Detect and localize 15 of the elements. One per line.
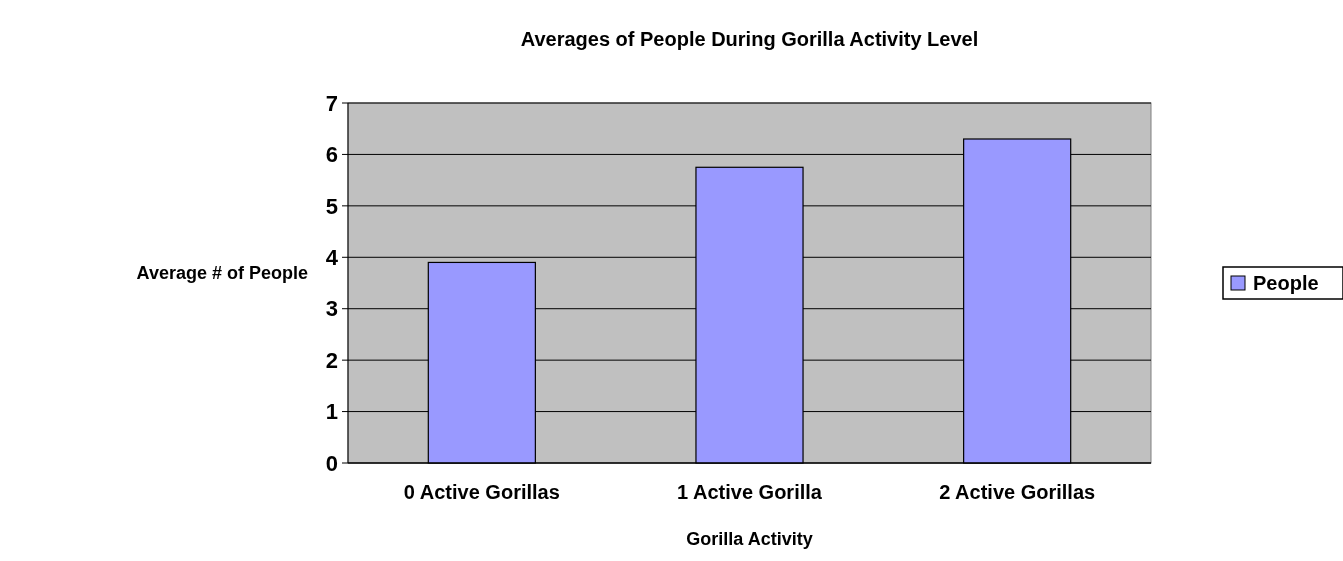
- x-tick-label: 2 Active Gorillas: [939, 481, 1096, 503]
- y-tick-label: 7: [325, 90, 338, 116]
- y-tick-label: 5: [325, 193, 338, 219]
- y-tick-label: 3: [325, 296, 338, 322]
- y-tick-label: 0: [325, 450, 338, 476]
- y-axis-title: Average # of People: [136, 263, 308, 284]
- legend-label: People: [1253, 272, 1319, 294]
- x-axis-title: Gorilla Activity: [686, 529, 813, 549]
- x-tick-label: 1 Active Gorilla: [677, 481, 823, 503]
- y-tick-label: 4: [325, 244, 339, 270]
- y-tick-label: 1: [325, 399, 338, 425]
- y-tick-label: 2: [325, 347, 338, 373]
- y-tick-label: 6: [325, 142, 338, 168]
- chart-title: Averages of People During Gorilla Activity Level: [520, 28, 979, 50]
- x-tick-label: 0 Active Gorillas: [403, 481, 560, 503]
